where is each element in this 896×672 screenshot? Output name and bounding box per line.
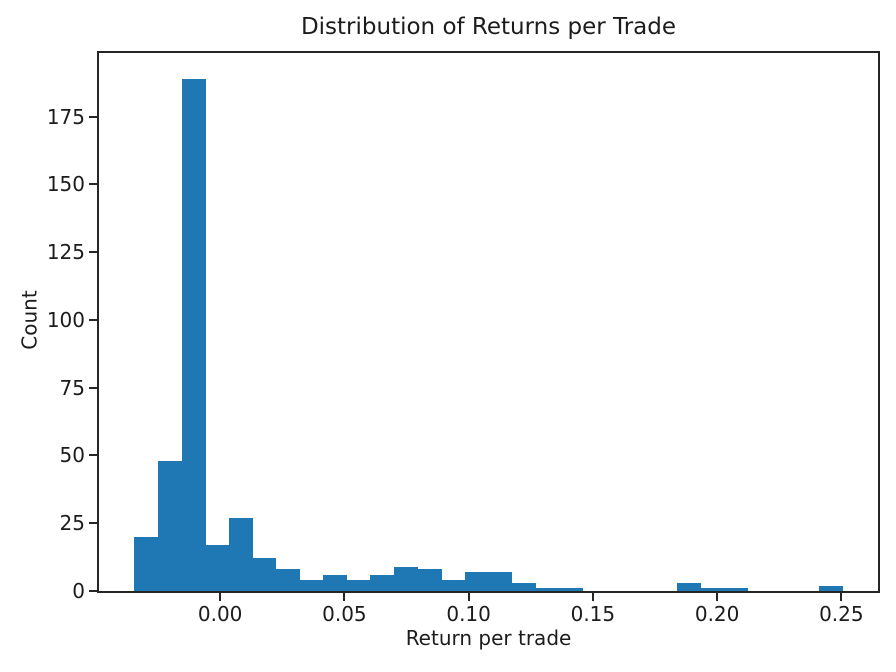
- histogram-bar: [134, 536, 159, 591]
- histogram-bar: [818, 585, 843, 591]
- x-tick-label: 0.15: [570, 602, 616, 626]
- x-tick-label: 0.25: [819, 602, 864, 626]
- x-tick-mark: [219, 593, 222, 601]
- y-tick-label: 125: [46, 240, 85, 265]
- y-tick-label: 75: [59, 375, 85, 400]
- histogram-bar: [677, 582, 702, 591]
- y-tick-mark: [89, 251, 97, 254]
- x-tick-label: 0.00: [197, 602, 243, 626]
- y-tick-mark: [89, 386, 97, 389]
- y-tick-label: 175: [46, 104, 85, 129]
- histogram-bar: [441, 580, 466, 591]
- x-axis-label: Return per trade: [405, 626, 572, 650]
- x-tick-mark: [343, 593, 346, 601]
- histogram-bar: [488, 572, 513, 591]
- y-tick-label: 0: [72, 579, 85, 603]
- y-tick-label: 25: [59, 511, 85, 536]
- histogram-bar: [700, 588, 725, 591]
- histogram-bar: [299, 580, 324, 591]
- y-tick-label: 50: [59, 443, 85, 468]
- histogram-bar: [512, 582, 537, 591]
- y-tick-mark: [89, 318, 97, 321]
- histogram-bar: [724, 588, 749, 591]
- histogram-bar: [559, 588, 584, 591]
- x-tick-mark: [840, 593, 843, 601]
- x-tick-label: 0.20: [694, 602, 740, 626]
- y-tick-mark: [89, 590, 97, 592]
- y-tick-mark: [89, 522, 97, 525]
- histogram-bar: [323, 574, 348, 591]
- y-tick-mark: [89, 115, 97, 118]
- histogram-bar: [394, 566, 418, 591]
- plot-area: [97, 51, 880, 593]
- histogram-bar: [535, 588, 560, 591]
- x-tick-mark: [467, 593, 470, 601]
- x-tick-label: 0.10: [446, 602, 491, 626]
- histogram-bar: [346, 580, 371, 591]
- x-tick-mark: [716, 593, 719, 601]
- x-tick-label: 0.05: [322, 602, 367, 626]
- y-tick-mark: [89, 183, 97, 186]
- histogram-bar: [205, 544, 230, 591]
- x-tick-mark: [591, 593, 594, 601]
- histogram-bar: [417, 569, 442, 591]
- histogram-bar: [228, 517, 253, 591]
- histogram-bar: [276, 569, 300, 591]
- y-tick-label: 150: [46, 172, 85, 197]
- histogram-bar: [252, 558, 277, 591]
- histogram-bar: [181, 78, 206, 591]
- histogram-bar: [370, 574, 395, 591]
- y-tick-mark: [89, 454, 97, 457]
- histogram-bar: [158, 460, 182, 591]
- y-tick-label: 100: [46, 307, 85, 332]
- histogram-bar: [464, 572, 489, 591]
- chart-title: Distribution of Returns per Trade: [300, 14, 677, 40]
